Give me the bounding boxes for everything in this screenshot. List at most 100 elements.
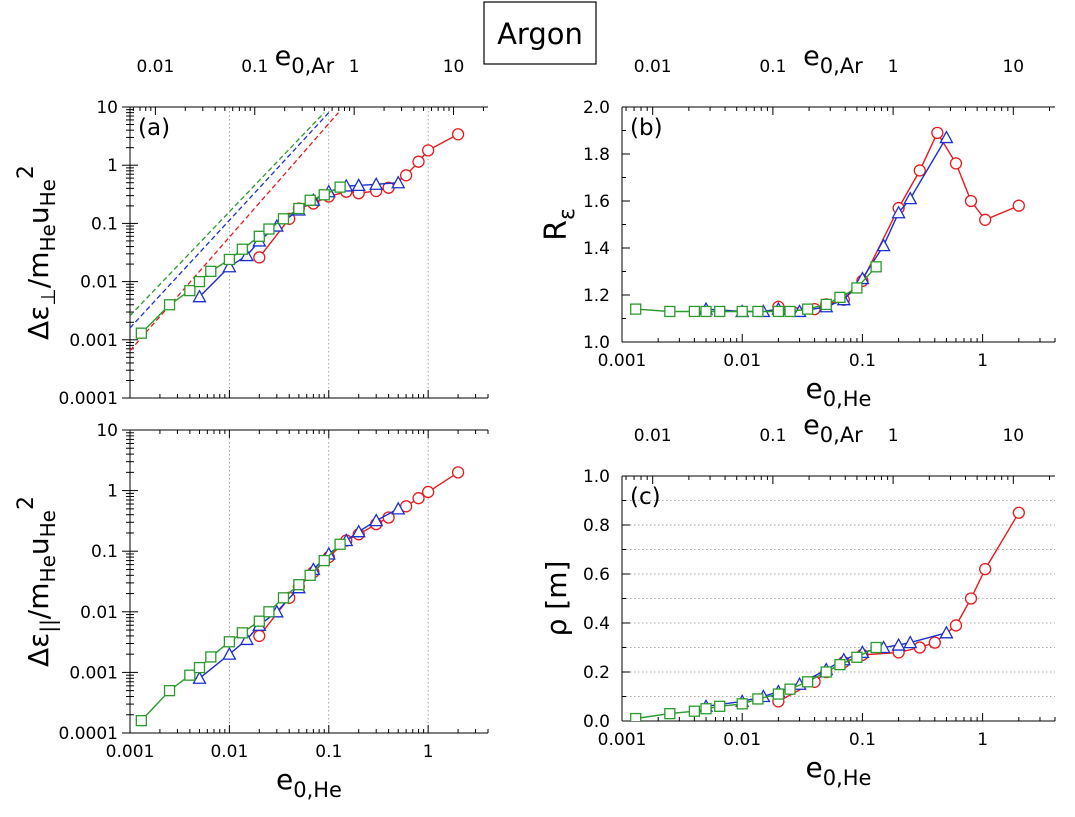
data-point-circle <box>949 157 963 170</box>
x-axis-label-sub: 0,He <box>293 778 342 802</box>
data-point-square <box>752 693 764 705</box>
data-point-circle <box>979 213 992 226</box>
data-point-circle <box>949 619 963 632</box>
y-tick-label: 1.4 <box>583 239 610 259</box>
x-tick-label: 1 <box>423 742 434 762</box>
data-point-square <box>820 298 832 311</box>
y-axis-label-div: /m <box>22 582 55 619</box>
y-tick-label: 1.0 <box>583 467 610 487</box>
data-point-square <box>834 659 846 671</box>
reference-line-green <box>130 112 325 317</box>
axes-a2 <box>122 429 489 734</box>
x-tick-label: 0.01 <box>723 730 761 750</box>
data-point-square <box>293 202 305 215</box>
data-point-circle <box>253 251 266 264</box>
top-axis-label: e0,Ar <box>275 41 335 78</box>
data-point-square <box>736 305 748 318</box>
data-point-square <box>318 189 330 201</box>
data-point-triangle <box>222 259 237 273</box>
data-point-square <box>870 261 882 273</box>
data-point-square <box>334 181 346 193</box>
data-point-square <box>752 305 764 318</box>
y-tick-label: 10 <box>96 421 118 441</box>
top-tick-label: 10 <box>1002 426 1024 446</box>
top-tick-label: 0.1 <box>759 57 786 77</box>
title-frame <box>483 1 597 65</box>
y-tick-label: 0.01 <box>80 603 118 623</box>
panel-a: 0.01 0.1 1 10 e0,Ar 0.0001 0.001 0.01 0.1 1 10 (a) Δ… <box>14 41 489 409</box>
data-point-triangle <box>239 248 254 262</box>
data-point-square <box>304 194 316 206</box>
y-tick-label: 1.8 <box>583 145 610 165</box>
reference-line-blue <box>130 112 330 329</box>
y-tick-label: 0.2 <box>583 663 610 683</box>
y-tick-label: 0.0001 <box>59 724 118 744</box>
data-point-square <box>630 303 642 315</box>
y-axis-label-u: u <box>22 206 55 224</box>
y-tick-label: 0.1 <box>91 214 118 234</box>
data-point-square <box>784 305 796 318</box>
x-axis-label-main: e <box>806 751 823 784</box>
data-point-circle <box>913 164 926 177</box>
x-axis-label: e0,He <box>806 751 872 790</box>
data-point-square <box>236 243 248 255</box>
plot-area-a2 <box>135 466 465 727</box>
y-axis-label-sub: ε <box>555 208 580 220</box>
data-point-square <box>223 636 236 648</box>
data-point-circle <box>1012 199 1025 212</box>
data-point-square <box>736 698 748 710</box>
y-axis-label: Δε||/mHeuHe2 <box>14 496 60 667</box>
y-axis-label-sub3: He <box>36 179 60 206</box>
grid-c <box>622 500 1055 697</box>
top-axis-label-sub: 0,Ar <box>291 54 334 78</box>
y-tick-label: 0.01 <box>80 273 118 293</box>
top-axis-label-sub: 0,Ar <box>820 423 863 447</box>
top-tick-label: 1 <box>349 57 360 77</box>
y-axis-label-div: /m <box>22 252 55 289</box>
data-point-square <box>236 627 248 639</box>
data-point-triangle <box>903 191 918 205</box>
y-tick-label: 0.0 <box>583 712 610 732</box>
data-point-square <box>184 669 196 681</box>
panel-label: (a) <box>138 115 170 141</box>
data-point-square <box>193 661 206 674</box>
data-point-triangle <box>192 670 207 684</box>
x-tick-label: 0.001 <box>598 351 647 371</box>
y-axis-label-sub2: He <box>36 555 60 582</box>
data-point-circle <box>1012 506 1025 519</box>
data-point-circle <box>451 128 465 141</box>
top-axis-label-main: e <box>275 41 292 72</box>
data-point-circle <box>412 155 425 168</box>
data-point-square <box>135 714 147 727</box>
data-point-square <box>263 223 275 235</box>
y-axis-label: Δε⊥/mHeuHe2 <box>14 165 60 340</box>
data-point-circle <box>412 492 425 505</box>
data-point-square <box>630 712 642 721</box>
data-point-square <box>304 569 316 581</box>
y-tick-label: 1 <box>107 156 118 176</box>
data-point-square <box>784 683 796 695</box>
y-tick-label: 1.6 <box>583 192 610 212</box>
data-point-circle <box>422 144 435 157</box>
data-point-square <box>851 651 863 663</box>
y-axis-label: Rε <box>539 208 580 241</box>
y-axis-label-sub2: He <box>36 224 60 251</box>
x-tick-label: 0.001 <box>598 730 647 750</box>
top-tick-label: 10 <box>1002 57 1024 77</box>
data-point-triangle <box>222 646 237 660</box>
data-point-square <box>135 327 147 339</box>
top-axis-label-main: e <box>803 41 820 72</box>
top-tick-label: 10 <box>443 57 465 77</box>
data-point-square <box>293 579 305 591</box>
data-point-square <box>664 708 676 720</box>
data-point-square <box>163 299 176 311</box>
data-point-square <box>277 592 290 604</box>
y-tick-label: 0.6 <box>583 565 610 585</box>
data-point-triangle <box>391 175 406 189</box>
data-point-circle <box>253 629 266 643</box>
y-tick-label: 1.2 <box>583 286 610 306</box>
x-axis-label-sub: 0,He <box>823 766 872 790</box>
data-point-triangle <box>939 625 954 639</box>
panel-a2: 0.001 0.01 0.1 10.00010.0010.010.1110e0,HeΔ… <box>14 421 489 802</box>
y-axis-label-sup: 2 <box>14 496 39 510</box>
